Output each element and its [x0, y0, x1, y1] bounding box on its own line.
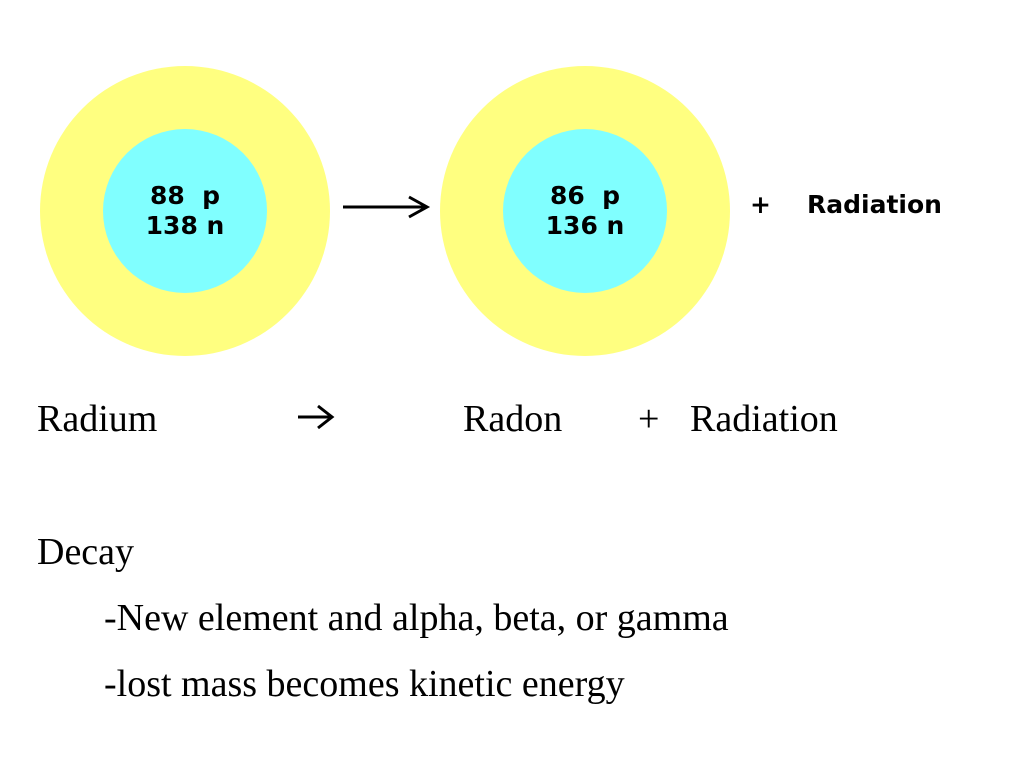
equation-radiation: Radiation [690, 398, 838, 440]
diagram-plus-sign: + [750, 190, 771, 219]
notes-item-1: -New element and alpha, beta, or gamma [104, 597, 729, 639]
radium-atom: 88 p 138 n [40, 66, 330, 356]
radium-protons: 88 p [149, 181, 221, 210]
diagram-radiation-label: Radiation [807, 190, 942, 219]
radon-atom: 86 p 136 n [440, 66, 730, 356]
radon-protons: 86 p [549, 181, 621, 210]
equation-product: Radon [463, 398, 563, 440]
radon-neutrons: 136 n [545, 211, 625, 240]
notes-heading: Decay [37, 531, 135, 573]
radium-neutrons: 138 n [145, 211, 225, 240]
equation-reactant: Radium [37, 398, 158, 440]
radon-nucleus: 86 p 136 n [503, 129, 667, 293]
equation-plus-sign: + [638, 398, 660, 440]
notes-item-2: -lost mass becomes kinetic energy [104, 663, 625, 705]
arrow-right-icon [298, 404, 335, 430]
radium-nucleus: 88 p 138 n [103, 129, 267, 293]
arrow-right-icon [343, 195, 431, 219]
